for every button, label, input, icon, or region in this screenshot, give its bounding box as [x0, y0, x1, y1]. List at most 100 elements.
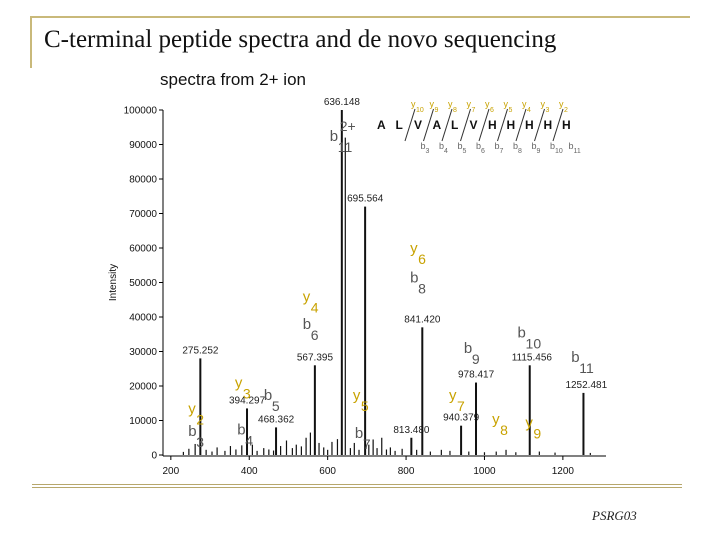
ion-label-letter: y — [353, 387, 361, 404]
spectrum-peak — [188, 448, 190, 455]
sequence-b-ion-letter: b — [476, 141, 481, 151]
sequence-b-ion-number: 8 — [518, 148, 522, 155]
sequence-cleavage-mark — [404, 108, 416, 142]
spectrum-peak — [251, 444, 253, 455]
sequence-b-ion-number: 11 — [574, 148, 581, 155]
spectrum-peak — [272, 450, 275, 455]
ion-label-number: 3 — [196, 434, 204, 450]
sequence-b-ion-number: 9 — [537, 148, 541, 155]
ion-label-letter: b — [264, 387, 272, 404]
spectrum-peak — [224, 450, 226, 455]
ion-label-letter: b — [571, 349, 579, 366]
sequence-y-ion-letter: y — [485, 99, 490, 109]
y-axis-label: Intensity — [108, 264, 119, 301]
ion-label-number: 10 — [526, 336, 542, 352]
sequence-y-ion-letter: y — [559, 99, 564, 109]
spectrum-peak — [429, 451, 431, 455]
y-tick-label: 30000 — [129, 347, 157, 358]
ion-label-letter: y — [525, 414, 533, 431]
peak-label: 275.252 — [182, 345, 219, 356]
spectrum-peak — [440, 449, 442, 455]
sequence-b-ion-number: 5 — [463, 148, 467, 155]
sequence-cleavage-mark — [478, 108, 490, 142]
sequence-y-ion-number: 9 — [435, 107, 439, 114]
peak-label: 1252.481 — [565, 380, 607, 391]
sequence-residue: V — [414, 118, 422, 132]
y-tick-label: 70000 — [129, 209, 157, 220]
sequence-cleavage-mark — [534, 108, 545, 142]
slide-title: C-terminal peptide spectra and de novo s… — [44, 26, 557, 53]
sequence-b-ion-number: 7 — [500, 148, 504, 155]
ion-label-letter: y — [492, 411, 500, 428]
ion-label-letter: y — [188, 401, 196, 418]
sequence-b-ion-letter: b — [439, 141, 444, 151]
sequence-y-ion-number: 10 — [416, 107, 424, 114]
sequence-cleavage-mark — [497, 108, 508, 142]
sequence-b-ion-letter: b — [421, 141, 426, 151]
peak-label: 1115.456 — [512, 352, 553, 363]
ion-label-number: 4 — [245, 432, 253, 448]
ion-label-number: 3 — [243, 386, 251, 402]
peak-label: 636.148 — [324, 97, 361, 108]
sequence-b-ion-letter: b — [550, 141, 555, 151]
peak-label: 841.420 — [404, 314, 441, 325]
x-tick-label: 200 — [162, 466, 179, 477]
spectrum-peak — [229, 446, 232, 455]
spectrum-peak — [300, 446, 302, 455]
ion-label-number: 7 — [457, 398, 465, 414]
spectrum-peak — [376, 448, 378, 455]
spectrum-peak — [256, 450, 258, 455]
ion-label-letter: b — [464, 340, 472, 357]
sequence-cleavage-mark — [460, 108, 471, 142]
spectrum-peak — [416, 449, 418, 455]
sequence-y-ion-number: 3 — [546, 107, 550, 114]
ion-label-letter: b — [518, 325, 526, 342]
ion-label-number: 8 — [418, 281, 426, 297]
spectrum-peak — [323, 447, 325, 455]
spectrum-peak — [589, 452, 591, 455]
spectrum-peak — [421, 327, 424, 455]
spectrum-peak — [309, 432, 312, 455]
ion-label-number: 6 — [311, 327, 319, 343]
sequence-y-ion-number: 7 — [472, 107, 476, 114]
sequence-y-ion-letter: y — [522, 99, 527, 109]
y-tick-label: 20000 — [129, 382, 157, 393]
sequence-cleavage-mark — [515, 108, 527, 142]
x-tick-label: 400 — [241, 466, 258, 477]
ion-label-letter: b — [303, 316, 311, 333]
sequence-b-ion-number: 4 — [444, 148, 448, 155]
ion-label-letter: y — [235, 375, 243, 392]
ion-label-number: 9 — [472, 351, 480, 367]
sequence-y-ion-letter: y — [430, 99, 435, 109]
peak-label: 695.564 — [347, 194, 384, 205]
x-tick-label: 1000 — [473, 466, 496, 477]
spectrum-peak — [505, 449, 507, 455]
sequence-y-ion-number: 8 — [453, 107, 457, 114]
spectrum-peak — [331, 441, 333, 455]
spectrum-peak — [275, 427, 278, 455]
sequence-cleavage-mark — [552, 108, 564, 142]
slide-frame-bottom-rule — [32, 487, 682, 488]
peak-label: 567.395 — [297, 352, 334, 363]
peak-label: 394.297 — [229, 395, 266, 406]
sequence-y-ion-letter: y — [541, 99, 546, 109]
spectrum-peak — [381, 437, 383, 455]
y-tick-label: 10000 — [129, 416, 157, 427]
spectrum-peak — [358, 449, 360, 455]
peak-label: 978.417 — [458, 370, 495, 381]
ion-label-number: 4 — [311, 299, 319, 315]
x-tick-label: 800 — [398, 466, 415, 477]
spectrum-peak — [401, 448, 403, 455]
sequence-residue: L — [451, 118, 458, 132]
slide-footer: PSRG03 — [592, 508, 637, 523]
sequence-residue: H — [562, 118, 571, 132]
spectrum-peak — [353, 442, 355, 455]
spectrum-peak — [475, 382, 478, 455]
ion-label-number: 9 — [533, 425, 541, 441]
sequence-b-ion-number: 10 — [555, 148, 563, 155]
x-tick-label: 1200 — [552, 466, 575, 477]
sequence-cleavage-mark — [441, 108, 453, 142]
y-tick-label: 80000 — [129, 175, 157, 186]
ion-label-letter: y — [303, 288, 311, 305]
